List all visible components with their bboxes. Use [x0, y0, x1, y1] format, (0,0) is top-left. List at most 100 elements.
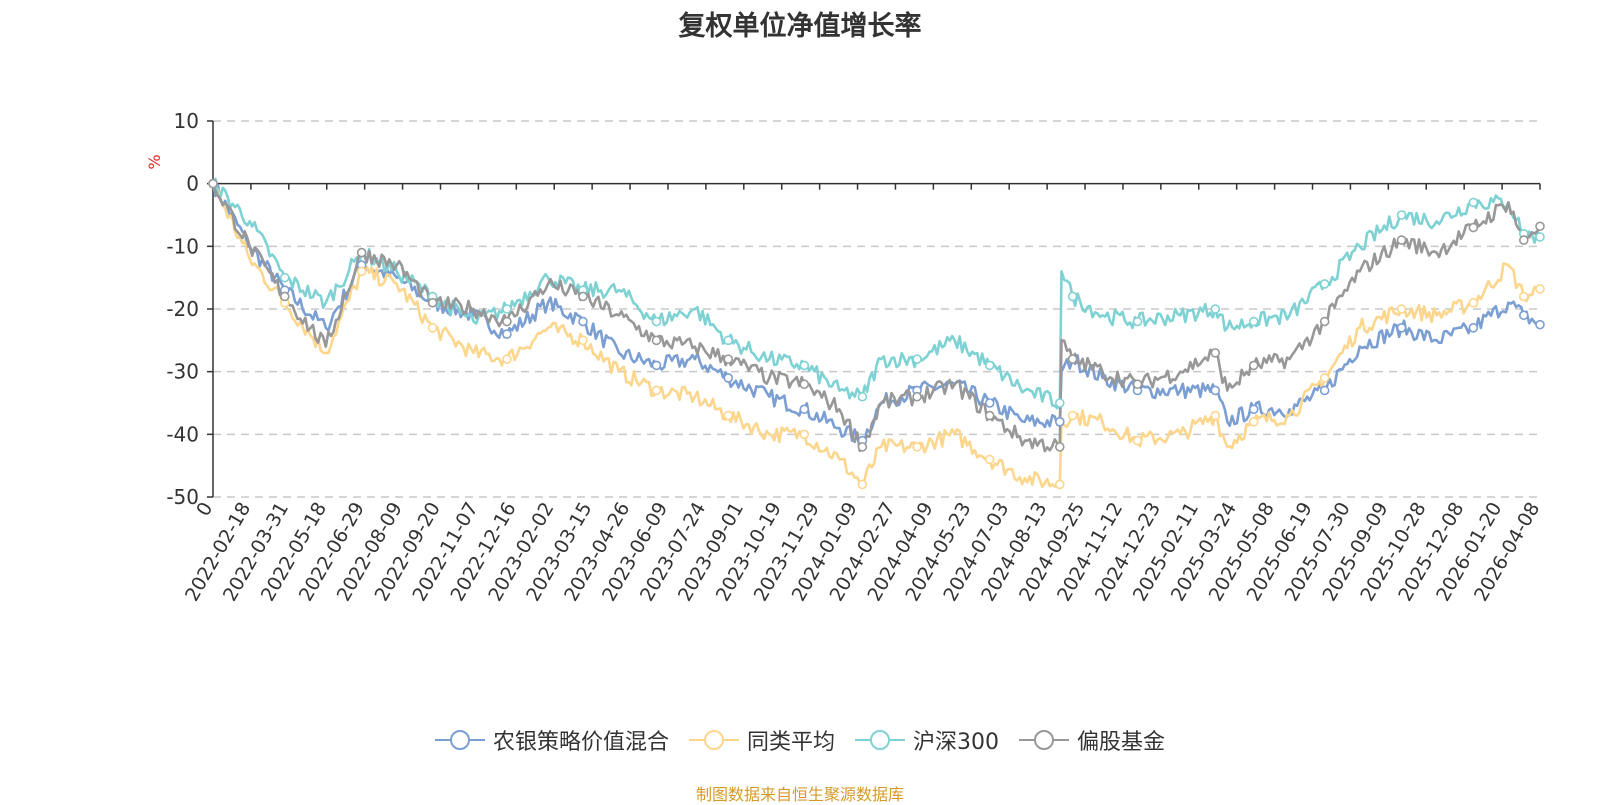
legend: 农银策略价值混合 同类平均 沪深300 偏股基金 [0, 724, 1600, 756]
series-point-3 [1210, 348, 1221, 358]
legend-label: 偏股基金 [1077, 730, 1166, 755]
series-point-3 [1518, 235, 1529, 245]
series-point-0 [502, 329, 512, 339]
series-point-1 [356, 266, 367, 277]
source-note: 制图数据来自恒生聚源数据库 [695, 785, 904, 804]
series-line-2 [211, 177, 1542, 410]
y-tick-label: -50 [166, 485, 199, 509]
series-point-1 [1248, 416, 1259, 427]
series-point-2 [857, 391, 868, 402]
series-point-3 [799, 379, 810, 390]
series-point-3 [578, 291, 588, 302]
y-tick-label: 10 [174, 109, 199, 133]
legend-label: 沪深300 [913, 730, 999, 755]
series-point-0 [1518, 310, 1529, 321]
legend-item[interactable]: 沪深300 [855, 724, 999, 756]
series-point-1 [723, 410, 734, 421]
series-point-2 [799, 360, 810, 371]
y-tick-label: -40 [166, 422, 199, 446]
y-tick-label: -30 [166, 360, 199, 384]
series-point-0 [578, 316, 588, 327]
series-point-1 [1535, 284, 1545, 294]
series-point-0 [1396, 322, 1407, 333]
series-point-2 [651, 316, 662, 327]
series-point-1 [1067, 410, 1078, 421]
series-point-0 [984, 398, 995, 408]
series-point-2 [279, 272, 290, 283]
series-point-3 [502, 316, 512, 327]
series-point-0 [1054, 416, 1065, 427]
series-point-3 [1468, 222, 1479, 233]
y-tick-label: -20 [166, 297, 199, 321]
series-point-2 [1396, 210, 1407, 220]
x-tick-label: 0 [192, 499, 217, 520]
series-point-3 [1535, 221, 1545, 232]
series-point-0 [799, 404, 810, 415]
series-point-3 [427, 297, 438, 308]
chart-title: 复权单位净值增长率 [678, 11, 922, 42]
y-axis: 10 0 -10 -20 -30 -40 -50 [166, 109, 214, 509]
legend-symbol-icon [1019, 730, 1069, 750]
series-point-2 [1132, 316, 1143, 327]
series-point-3 [912, 391, 922, 402]
series-point-1 [1396, 304, 1407, 314]
series-point-2 [1054, 398, 1065, 408]
legend-label: 农银策略价值混合 [492, 730, 669, 755]
series-point-1 [578, 335, 588, 346]
series-point-2 [1210, 304, 1221, 314]
series-point-0 [1319, 385, 1330, 396]
series-layer [208, 177, 1545, 490]
legend-label: 同类平均 [746, 730, 835, 755]
legend-item[interactable]: 同类平均 [688, 724, 835, 756]
series-point-2 [1248, 316, 1259, 327]
y-tick-label: 0 [186, 172, 199, 196]
series-point-2 [912, 354, 922, 364]
series-point-3 [857, 442, 868, 452]
legend-item[interactable]: 偏股基金 [1019, 724, 1165, 756]
chart-plot: % 100-10-20-30-40-50 02022-02-182022-03-… [145, 109, 1545, 605]
series-line-0 [211, 183, 1541, 447]
legend-symbol-icon [688, 730, 739, 750]
y-axis-unit: % [145, 154, 164, 169]
series-point-3 [1248, 360, 1259, 371]
series-point-1 [1132, 435, 1143, 446]
legend-symbol-icon [434, 730, 485, 750]
series-point-0 [1468, 322, 1479, 333]
series-point-3 [1132, 379, 1143, 390]
series-point-3 [651, 335, 662, 346]
series-point-1 [1518, 291, 1529, 302]
series-point-1 [1054, 479, 1065, 490]
series-point-1 [857, 479, 868, 490]
series-point-2 [984, 360, 995, 371]
series-point-0 [651, 360, 662, 371]
series-point-2 [723, 335, 734, 346]
series-point-2 [1535, 232, 1545, 242]
legend-symbol-icon [855, 730, 905, 750]
series-point-1 [912, 442, 922, 452]
series-point-1 [799, 429, 810, 440]
series-point-1 [1319, 373, 1330, 383]
legend-item[interactable]: 农银策略价值混合 [434, 724, 669, 756]
series-point-0 [1535, 319, 1545, 330]
grid-lines [213, 120, 1540, 498]
series-point-1 [1210, 410, 1221, 421]
y-tick-label: -10 [166, 234, 199, 258]
series-point-0 [1248, 404, 1259, 415]
series-point-3 [1396, 235, 1407, 245]
series-point-3 [1319, 316, 1330, 327]
series-point-3 [1067, 354, 1078, 364]
series-line-1 [211, 183, 1541, 489]
series-point-2 [1468, 197, 1479, 208]
series-point-3 [1054, 442, 1065, 452]
series-point-3 [723, 354, 734, 364]
series-point-1 [1468, 297, 1479, 308]
series-point-1 [984, 454, 995, 465]
series-point-1 [651, 385, 662, 396]
series-point-0 [723, 373, 734, 383]
series-point-2 [1319, 279, 1330, 289]
series-point-3 [279, 291, 290, 302]
series-point-2 [1067, 291, 1078, 302]
series-point-1 [502, 354, 512, 364]
series-point-3 [356, 247, 367, 258]
series-point-3 [208, 178, 218, 189]
